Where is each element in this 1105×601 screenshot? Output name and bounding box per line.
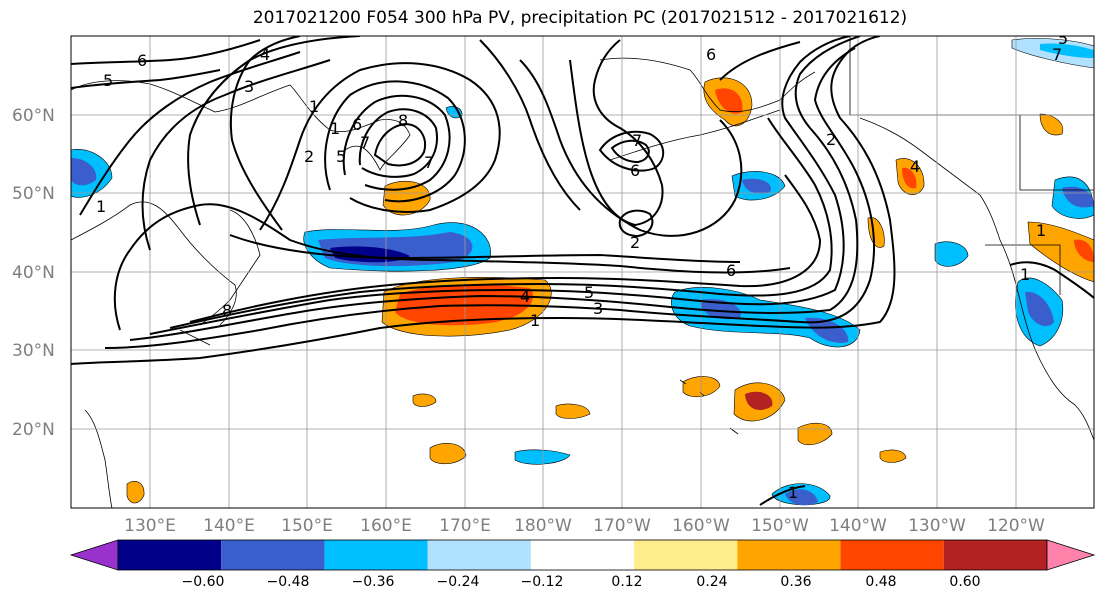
contour-label: 1 xyxy=(530,311,540,330)
lon-label: 180°W xyxy=(514,516,572,536)
colorbar-swatch xyxy=(943,540,1047,570)
contour-label: 8 xyxy=(222,301,232,320)
lon-label: 140°E xyxy=(203,516,255,536)
latitude-labels: 60°N 50°N 40°N 30°N 20°N xyxy=(12,106,55,440)
lon-label: 170°E xyxy=(439,516,491,536)
contour-label: 4 xyxy=(520,287,530,306)
colorbar-tick-label: 0.24 xyxy=(696,574,727,590)
contour-label: 5 xyxy=(103,71,113,90)
contour-label: 5 xyxy=(1058,29,1068,48)
colorbar-tick-label: 0.12 xyxy=(611,574,642,590)
contour-label: 1 xyxy=(96,197,106,216)
lat-label: 20°N xyxy=(12,420,55,440)
pv-contours xyxy=(71,36,1094,506)
colorbar-tick-label: −0.12 xyxy=(521,574,564,590)
lon-label: 140°W xyxy=(829,516,887,536)
contour-label: 3 xyxy=(593,299,603,318)
colorbar-swatch xyxy=(634,540,738,570)
colorbar: −0.60 −0.48 −0.36 −0.24 −0.12 0.12 0.24 … xyxy=(69,539,1096,590)
lat-label: 40°N xyxy=(12,263,55,283)
contour-label-group: 6 5 4 3 1 2 1 5 6 7 8 7 1 8 6 7 6 2 2 6 … xyxy=(96,29,1068,502)
colorbar-extend-max xyxy=(1046,539,1096,571)
lon-label: 120°W xyxy=(987,516,1045,536)
colorbar-swatch xyxy=(840,540,944,570)
contour-label: 1 xyxy=(1036,221,1046,240)
colorbar-swatch xyxy=(427,540,531,570)
map-title: 2017021200 F054 300 hPa PV, precipitatio… xyxy=(252,8,908,28)
contour-label: 1 xyxy=(330,119,340,138)
contour-label: 6 xyxy=(726,261,736,280)
colorbar-boxes xyxy=(117,539,1048,571)
colorbar-tick-label: −0.60 xyxy=(182,574,225,590)
lon-label: 160°W xyxy=(672,516,730,536)
contour-label: 2 xyxy=(826,130,836,149)
contour-label: 2 xyxy=(630,233,640,252)
contour-label: 4 xyxy=(260,45,270,64)
lon-label: 170°W xyxy=(593,516,651,536)
colorbar-tick-label: −0.36 xyxy=(352,574,395,590)
colorbar-tick-label: 0.60 xyxy=(949,574,980,590)
contour-label: 5 xyxy=(584,283,594,302)
colorbar-tick-label: −0.48 xyxy=(267,574,310,590)
contour-label: 2 xyxy=(304,147,314,166)
lon-label: 150°E xyxy=(281,516,333,536)
colorbar-tick-label: 0.36 xyxy=(780,574,811,590)
longitude-labels: 130°E 140°E 150°E 160°E 170°E 180°W 170°… xyxy=(124,516,1045,536)
contour-label: 5 xyxy=(336,147,346,166)
lon-label: 150°W xyxy=(751,516,809,536)
lat-label: 50°N xyxy=(12,184,55,204)
colorbar-extend-min xyxy=(69,539,119,571)
colorbar-swatch xyxy=(324,540,428,570)
contour-label: 3 xyxy=(244,77,254,96)
lon-label: 130°E xyxy=(124,516,176,536)
contour-label: 6 xyxy=(630,161,640,180)
colorbar-swatch xyxy=(221,540,325,570)
lon-label: 130°W xyxy=(908,516,966,536)
contour-label: 6 xyxy=(137,51,147,70)
contour-label: 6 xyxy=(352,115,362,134)
contour-label: 4 xyxy=(910,157,920,176)
contour-label: 7 xyxy=(1052,45,1062,64)
colorbar-swatch xyxy=(118,540,222,570)
lon-label: 160°E xyxy=(360,516,412,536)
contour-label: 7 xyxy=(632,131,642,150)
contour-label: 1 xyxy=(788,483,798,502)
contour-label: 7 xyxy=(360,133,370,152)
lat-label: 30°N xyxy=(12,341,55,361)
contour-label: 1 xyxy=(1020,265,1030,284)
lat-label: 60°N xyxy=(12,106,55,126)
colorbar-tick-label: −0.24 xyxy=(437,574,480,590)
colorbar-swatch xyxy=(530,540,635,570)
contour-label: 7 xyxy=(424,153,434,172)
contour-label: 6 xyxy=(706,45,716,64)
graticule xyxy=(71,36,1094,508)
colorbar-ticks: −0.60 −0.48 −0.36 −0.24 −0.12 0.12 0.24 … xyxy=(182,574,981,590)
contour-label: 8 xyxy=(398,111,408,130)
contour-label: 1 xyxy=(309,97,319,116)
map-frame xyxy=(70,35,1095,509)
colorbar-tick-label: 0.48 xyxy=(865,574,896,590)
colorbar-swatch xyxy=(737,540,841,570)
